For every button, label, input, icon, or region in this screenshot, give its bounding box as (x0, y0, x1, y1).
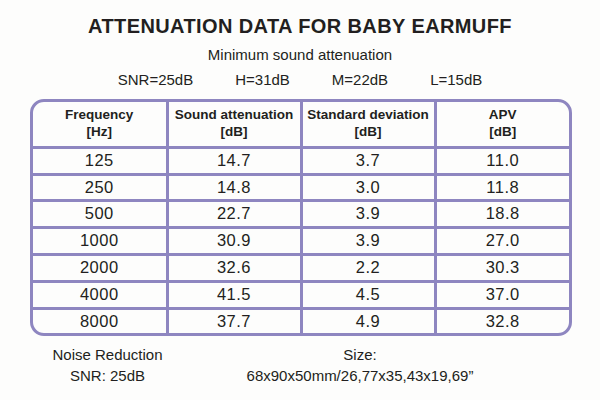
noise-reduction-value: SNR: 25dB (0, 366, 215, 386)
table-cell: 18.8 (435, 201, 569, 228)
size-value: 68x90x50mm/26,77x35,43x19,69” (215, 366, 505, 386)
column-header-sound-attenuation: Sound attenuation [dB] (167, 102, 301, 147)
table-cell: 30.3 (435, 254, 569, 281)
table-cell: 11.8 (435, 174, 569, 201)
page-title: ATTENUATION DATA FOR BABY EARMUFF (0, 15, 600, 38)
table-row: 250 14.8 3.0 11.8 (33, 174, 569, 201)
table-row: 4000 41.5 4.5 37.0 (33, 281, 569, 308)
size-note: Size: 68x90x50mm/26,77x35,43x19,69” (215, 345, 505, 386)
table-cell: 32.8 (435, 308, 569, 333)
table-cell: 500 (33, 201, 167, 228)
table-cell: 14.8 (167, 174, 301, 201)
table-cell: 37.0 (435, 281, 569, 308)
table-row: 500 22.7 3.9 18.8 (33, 201, 569, 228)
table-cell: 3.0 (301, 174, 435, 201)
table-cell: 1000 (33, 228, 167, 255)
attenuation-table-frame: Frequency [Hz] Sound attenuation [dB] St… (30, 99, 572, 336)
noise-reduction-label: Noise Reduction (0, 345, 215, 365)
table-cell: 8000 (33, 308, 167, 333)
table-cell: 27.0 (435, 228, 569, 255)
table-cell: 4.9 (301, 308, 435, 333)
table-cell: 14.7 (167, 147, 301, 174)
table-cell: 3.9 (301, 228, 435, 255)
table-cell: 11.0 (435, 147, 569, 174)
table-cell: 4.5 (301, 281, 435, 308)
table-row: 2000 32.6 2.2 30.3 (33, 254, 569, 281)
snr-summary-line: SNR=25dB H=31dB M=22dB L=15dB (0, 71, 600, 88)
column-header-apv: APV [dB] (435, 102, 569, 147)
table-row: 1000 30.9 3.9 27.0 (33, 228, 569, 255)
table-cell: 125 (33, 147, 167, 174)
attenuation-data-sheet: ATTENUATION DATA FOR BABY EARMUFF Minimu… (0, 0, 600, 400)
noise-reduction-note: Noise Reduction SNR: 25dB (0, 345, 215, 386)
footer: Noise Reduction SNR: 25dB Size: 68x90x50… (0, 345, 600, 386)
table-cell: 2000 (33, 254, 167, 281)
table-header-row: Frequency [Hz] Sound attenuation [dB] St… (33, 102, 569, 147)
table-cell: 41.5 (167, 281, 301, 308)
table-cell: 32.6 (167, 254, 301, 281)
summary-item-l: L=15dB (430, 71, 482, 88)
table-row: 8000 37.7 4.9 32.8 (33, 308, 569, 333)
summary-item-snr: SNR=25dB (118, 71, 193, 88)
table-cell: 37.7 (167, 308, 301, 333)
column-header-standard-deviation: Standard deviation [dB] (301, 102, 435, 147)
table-cell: 4000 (33, 281, 167, 308)
table-cell: 30.9 (167, 228, 301, 255)
page-subtitle: Minimum sound attenuation (0, 46, 600, 63)
size-label: Size: (215, 345, 505, 365)
table-row: 125 14.7 3.7 11.0 (33, 147, 569, 174)
attenuation-table: Frequency [Hz] Sound attenuation [dB] St… (33, 102, 569, 333)
table-cell: 3.9 (301, 201, 435, 228)
table-cell: 2.2 (301, 254, 435, 281)
column-header-frequency: Frequency [Hz] (33, 102, 167, 147)
table-cell: 250 (33, 174, 167, 201)
summary-item-m: M=22dB (332, 71, 388, 88)
table-cell: 3.7 (301, 147, 435, 174)
table-cell: 22.7 (167, 201, 301, 228)
summary-item-h: H=31dB (235, 71, 290, 88)
